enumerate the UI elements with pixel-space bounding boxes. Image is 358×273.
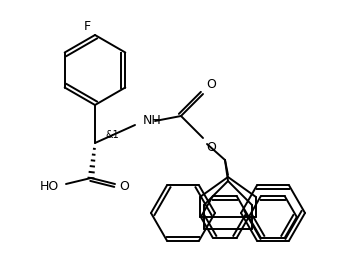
Text: O: O	[119, 180, 129, 192]
Text: O: O	[206, 141, 216, 154]
Text: O: O	[206, 78, 216, 91]
Text: HO: HO	[40, 180, 59, 192]
Text: NH: NH	[143, 114, 162, 127]
Text: &1: &1	[105, 130, 119, 140]
Text: F: F	[84, 20, 91, 33]
